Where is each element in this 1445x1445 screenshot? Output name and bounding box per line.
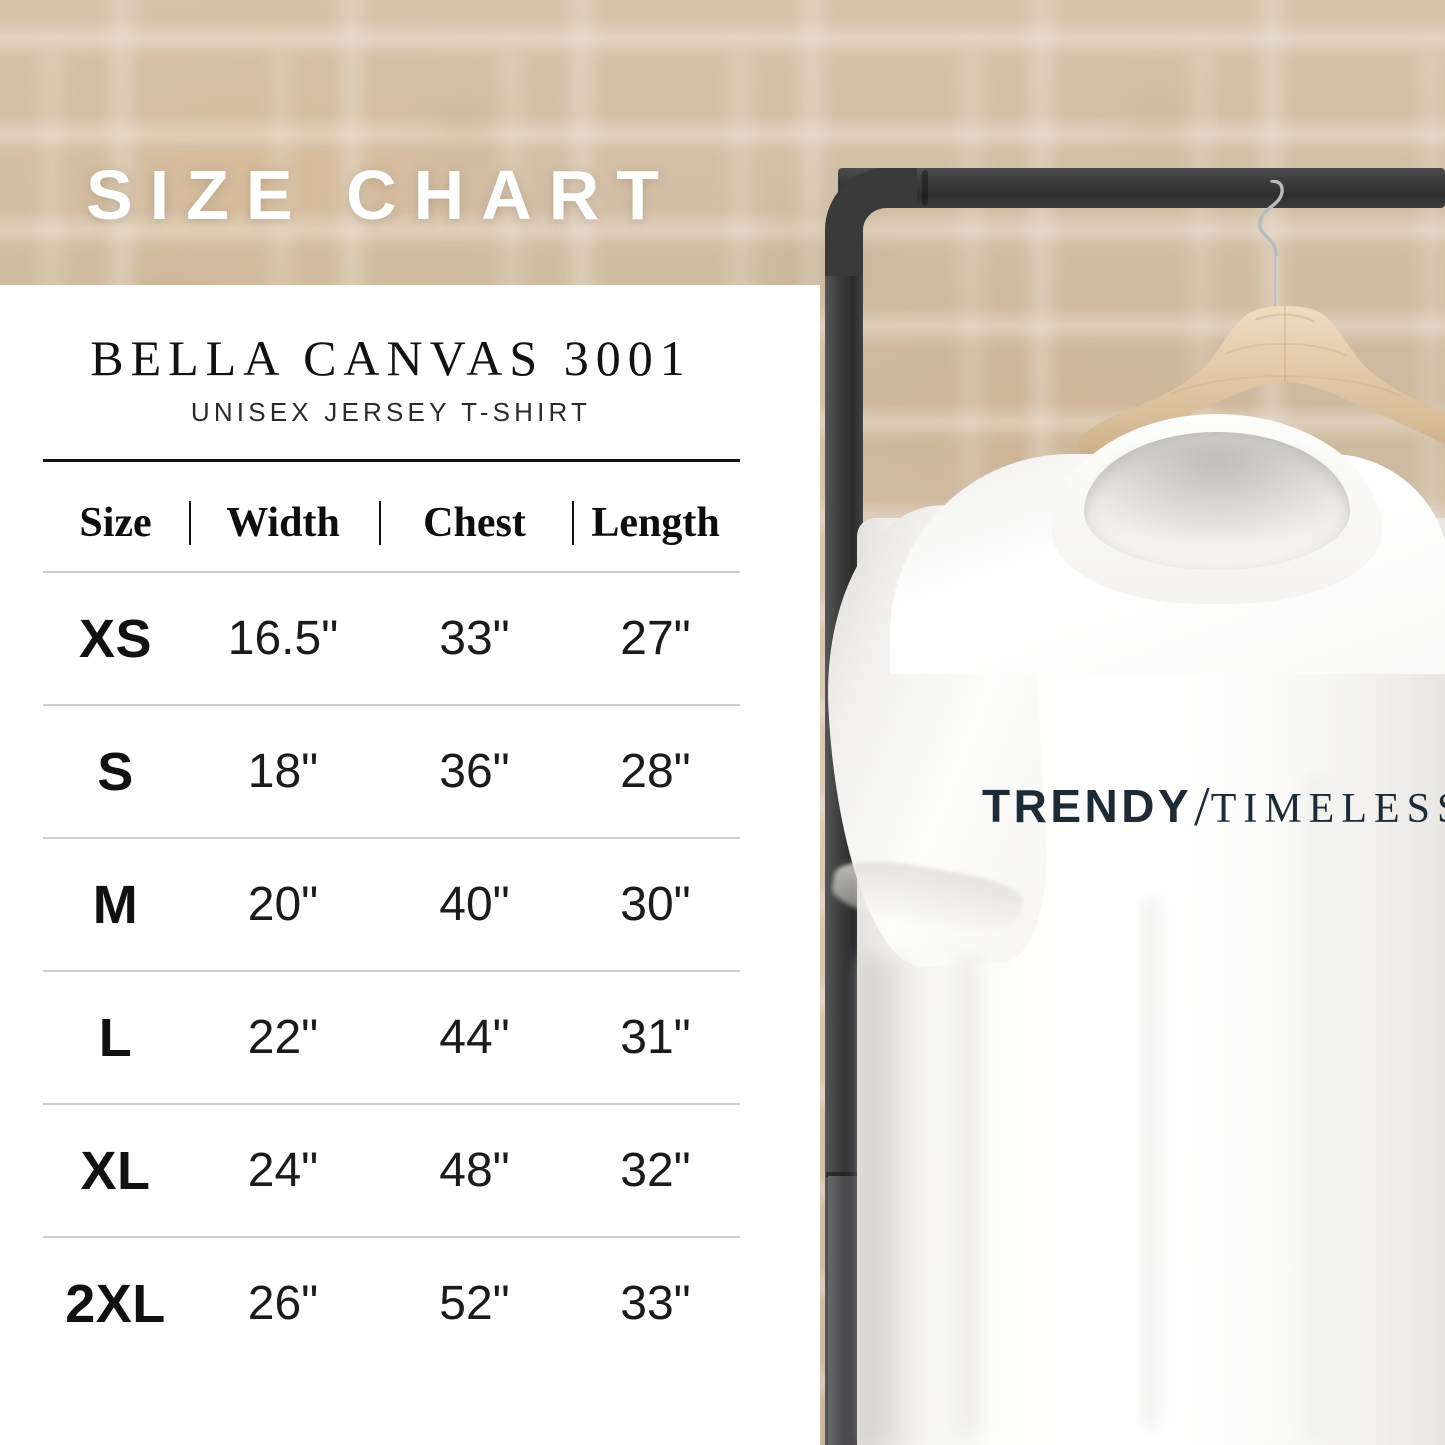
cell-length: 28" (620, 744, 691, 798)
print-word-trendy: TRENDY (982, 780, 1193, 832)
page-title: SIZE CHART (86, 156, 676, 234)
tshirt-product-photo: TRENDY / TIMELESS (818, 398, 1445, 1445)
column-header-chest: Chest (423, 500, 526, 546)
header-separator-2 (379, 501, 381, 545)
header-separator-1 (189, 501, 191, 545)
brand-product-title: BELLA CANVAS 3001 (90, 330, 692, 386)
table-row: XS 16.5" 33" 27" (43, 571, 740, 704)
table-header-row: Size Width Chest Length (43, 475, 740, 571)
cell-length: 27" (620, 611, 691, 665)
cell-length: 33" (620, 1276, 691, 1330)
cell-width: 18" (247, 744, 319, 798)
cell-chest: 36" (439, 744, 510, 798)
table-row: L 22" 44" 31" (43, 970, 740, 1103)
table-row: M 20" 40" 30" (43, 837, 740, 970)
hanger-hook-icon (1252, 179, 1292, 310)
cell-size: 2XL (65, 1273, 166, 1334)
cell-length: 31" (620, 1010, 691, 1064)
table-top-rule (43, 459, 740, 462)
tshirt-graphic-print: TRENDY / TIMELESS (982, 772, 1445, 838)
cell-size: S (97, 741, 134, 802)
cell-chest: 44" (439, 1010, 510, 1064)
brand-product-subtitle: UNISEX JERSEY T-SHIRT (190, 397, 592, 427)
clothing-rack-joint (826, 1172, 866, 1177)
cell-width: 16.5" (227, 611, 339, 665)
table-row: XL 24" 48" 32" (43, 1103, 740, 1236)
cell-width: 26" (247, 1276, 319, 1330)
header-separator-3 (572, 501, 574, 545)
print-slash-separator: / (1194, 776, 1210, 838)
measurements-table: Size Width Chest Length XS 16.5" 33" 27"… (43, 475, 740, 1369)
cell-width: 22" (247, 1010, 319, 1064)
tshirt-fold-center (1140, 898, 1162, 1428)
cell-chest: 33" (439, 611, 510, 665)
cell-width: 20" (247, 877, 319, 931)
cell-size: M (92, 874, 139, 935)
cell-size: XS (78, 608, 153, 669)
column-header-size: Size (79, 500, 152, 546)
column-header-length: Length (591, 500, 720, 546)
size-chart-panel: BELLA CANVAS 3001 UNISEX JERSEY T-SHIRT … (0, 285, 820, 1445)
cell-size: XL (80, 1140, 151, 1201)
cell-size: L (98, 1007, 133, 1068)
cell-chest: 52" (439, 1276, 510, 1330)
cell-width: 24" (247, 1143, 319, 1197)
tshirt-fold-right (1300, 778, 1330, 1438)
tshirt-collar-shadow (1094, 442, 1340, 538)
cell-length: 30" (620, 877, 691, 931)
clothing-rack-notch (922, 170, 928, 206)
cell-length: 32" (620, 1143, 691, 1197)
column-header-width: Width (226, 500, 340, 546)
print-word-timeless: TIMELESS (1210, 786, 1445, 832)
tshirt-fold-left (950, 958, 986, 1438)
table-row: 2XL 26" 52" 33" (43, 1236, 740, 1369)
clothing-rack-horizontal-bar (838, 168, 1445, 208)
tshirt-side-shadow (860, 958, 930, 1445)
cell-chest: 48" (439, 1143, 510, 1197)
cell-chest: 40" (439, 877, 510, 931)
table-row: S 18" 36" 28" (43, 704, 740, 837)
